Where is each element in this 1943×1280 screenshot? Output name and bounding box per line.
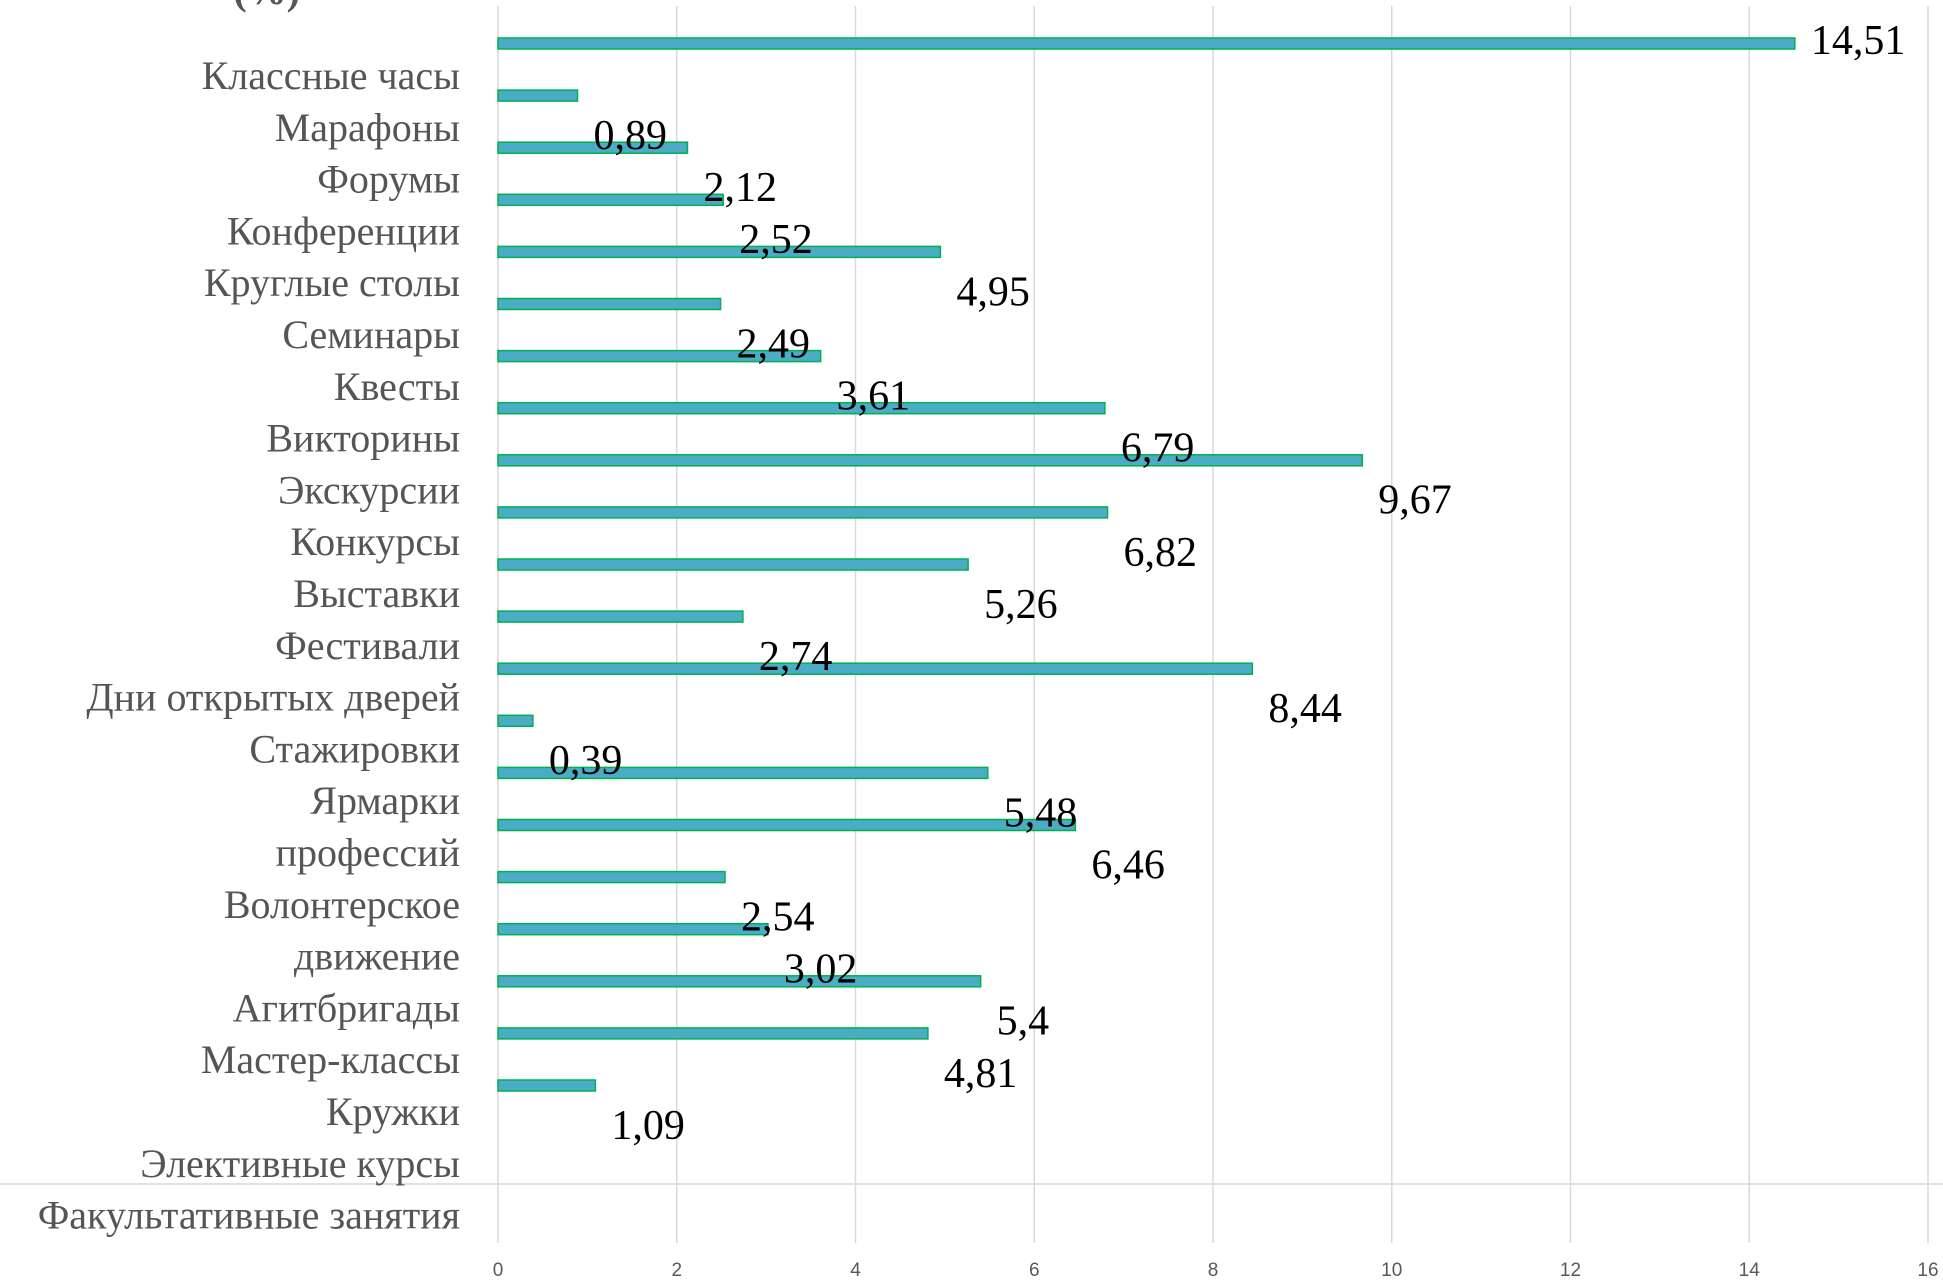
x-tick-label: 10 [1381, 1260, 1402, 1280]
data-label: 2,12 [703, 165, 777, 211]
x-tick-label: 2 [671, 1260, 682, 1280]
bar [497, 297, 722, 311]
category-label: Семинары [282, 312, 460, 357]
bar [497, 975, 982, 988]
data-label: 14,51 [1811, 18, 1906, 64]
x-tick-label: 14 [1739, 1260, 1761, 1280]
data-label: 6,79 [1121, 426, 1195, 472]
category-label: Квесты [334, 364, 460, 409]
x-tick-label: 4 [850, 1260, 861, 1280]
bar [497, 1027, 929, 1040]
category-label: Агитбригады [233, 985, 460, 1030]
bar [497, 454, 1364, 467]
category-label: Круглые столы [204, 260, 460, 305]
data-label: 4,95 [956, 269, 1030, 315]
category-label: Мастер-классы [201, 1037, 460, 1082]
x-tick-label: 8 [1208, 1260, 1219, 1280]
bar [497, 37, 1796, 50]
data-label: 2,52 [739, 217, 813, 263]
data-label: 2,74 [759, 634, 833, 680]
category-label: Факультативные занятия [38, 1193, 460, 1238]
category-label: Элективные курсы [140, 1141, 460, 1186]
bar [497, 714, 534, 728]
category-label: Форумы [317, 157, 460, 202]
bar [497, 870, 726, 884]
x-tick-label: 16 [1917, 1260, 1938, 1280]
bar [497, 245, 942, 259]
category-label: Конкурсы [290, 519, 460, 564]
bar [497, 610, 744, 623]
category-label: Марафоны [275, 105, 460, 150]
category-label: Фестивали [275, 623, 460, 668]
bar [497, 401, 1106, 415]
bar [497, 141, 689, 154]
data-label: 1,09 [611, 1103, 685, 1149]
data-label: 0,89 [594, 113, 668, 159]
data-label: 8,44 [1268, 686, 1342, 732]
bar [497, 922, 769, 936]
category-label: Волонтерское [224, 882, 460, 927]
data-label: 5,48 [1004, 790, 1078, 836]
bar [497, 193, 724, 207]
data-label: 6,82 [1124, 530, 1198, 576]
data-label: 5,4 [997, 999, 1050, 1045]
data-label: 4,81 [944, 1051, 1018, 1097]
category-label: Викторины [266, 416, 460, 461]
data-labels: 14,51 0,89 2,12 2,52 4,95 2,49 3,61 6,79 9,67 6,8… [549, 18, 1905, 1149]
category-label: Дни открытых дверей [86, 675, 460, 720]
category-label: Классные часы [202, 53, 460, 98]
data-label: 5,26 [984, 582, 1058, 628]
x-tick-label: 0 [493, 1260, 504, 1280]
bar [497, 506, 1109, 519]
bar [497, 1079, 597, 1092]
x-tick-label: 12 [1560, 1260, 1581, 1280]
bar [497, 766, 989, 780]
data-label: 2,49 [737, 321, 811, 367]
data-label: 6,46 [1091, 842, 1165, 888]
category-label: Стажировки [249, 726, 460, 771]
x-axis-tick-labels: 0 2 4 6 8 10 12 14 16 [493, 1260, 1939, 1280]
category-labels: Классные часы Марафоны Форумы Конференции Кр… [38, 53, 460, 1238]
data-label: 3,02 [784, 947, 858, 993]
bar [497, 558, 969, 571]
gridlines [676, 6, 1929, 1243]
chart-title-fragment: (%) [233, 0, 300, 13]
data-label: 3,61 [837, 374, 911, 420]
data-label: 9,67 [1378, 478, 1452, 524]
bar [497, 349, 822, 363]
bar [497, 662, 1254, 675]
x-tick-label: 6 [1029, 1260, 1040, 1280]
bar-series [497, 37, 1796, 1092]
category-label: Выставки [293, 571, 460, 616]
category-label: Конференции [227, 208, 460, 253]
category-label: движение [294, 934, 460, 979]
data-label: 0,39 [549, 738, 623, 784]
bar [497, 89, 579, 102]
data-label: 2,54 [741, 895, 815, 941]
category-label: Экскурсии [278, 467, 460, 512]
bar [497, 818, 1077, 832]
category-label: профессий [276, 830, 460, 875]
category-label: Кружки [326, 1089, 460, 1134]
category-label: Ярмарки [310, 778, 460, 823]
